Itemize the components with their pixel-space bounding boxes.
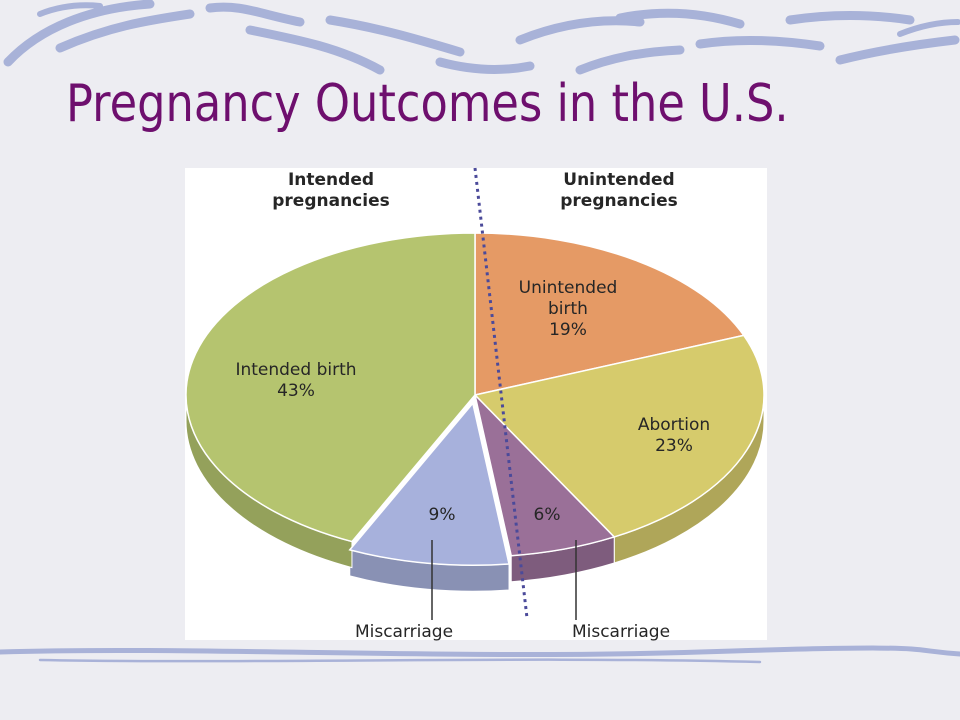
label-miscarriage-unintended-value-0: 6% (534, 505, 561, 525)
label-unintended-birth-1: birth (548, 299, 588, 319)
pie-slice-miscarriage-6 (473, 392, 616, 557)
group-divider-line (473, 167, 529, 619)
pie-label-layer: Unintendedbirth19%Abortion23%6%9%Intende… (235, 170, 710, 642)
pie-chart: Unintendedbirth19%Abortion23%6%9%Intende… (185, 167, 765, 642)
label-intended-birth-1: 43% (277, 381, 315, 401)
pie-slice-unintended-birth-19 (474, 232, 745, 396)
pie-slice-intended-birth-43 (185, 232, 476, 543)
slide-title: Pregnancy Outcomes in the U.S. (66, 74, 789, 134)
label-abortion-0: Abortion (638, 415, 710, 435)
pie-slice-abortion-23 (473, 334, 765, 538)
label-miscarriage-intended: Miscarriage (355, 622, 453, 642)
group-header-intended-1: pregnancies (272, 191, 389, 211)
label-miscarriage-unintended: Miscarriage (572, 622, 670, 642)
label-abortion-1: 23% (655, 436, 693, 456)
label-unintended-birth-2: 19% (549, 320, 587, 340)
group-header-unintended-1: pregnancies (560, 191, 677, 211)
label-miscarriage-intended-value-0: 9% (429, 505, 456, 525)
label-intended-birth-0: Intended birth (235, 360, 356, 380)
decorative-swirls (3, 0, 960, 75)
label-unintended-birth-0: Unintended (519, 278, 618, 298)
pie-top-layer (185, 232, 765, 567)
group-header-unintended-0: Unintended (563, 170, 674, 190)
decorative-bottom-line (0, 645, 960, 664)
chart-panel: Unintended birth 19% Abortion 23% 6% 9% Intende… (185, 167, 767, 642)
pie-slice-miscarriage-9 (348, 401, 510, 567)
group-header-intended-0: Intended (288, 170, 374, 190)
